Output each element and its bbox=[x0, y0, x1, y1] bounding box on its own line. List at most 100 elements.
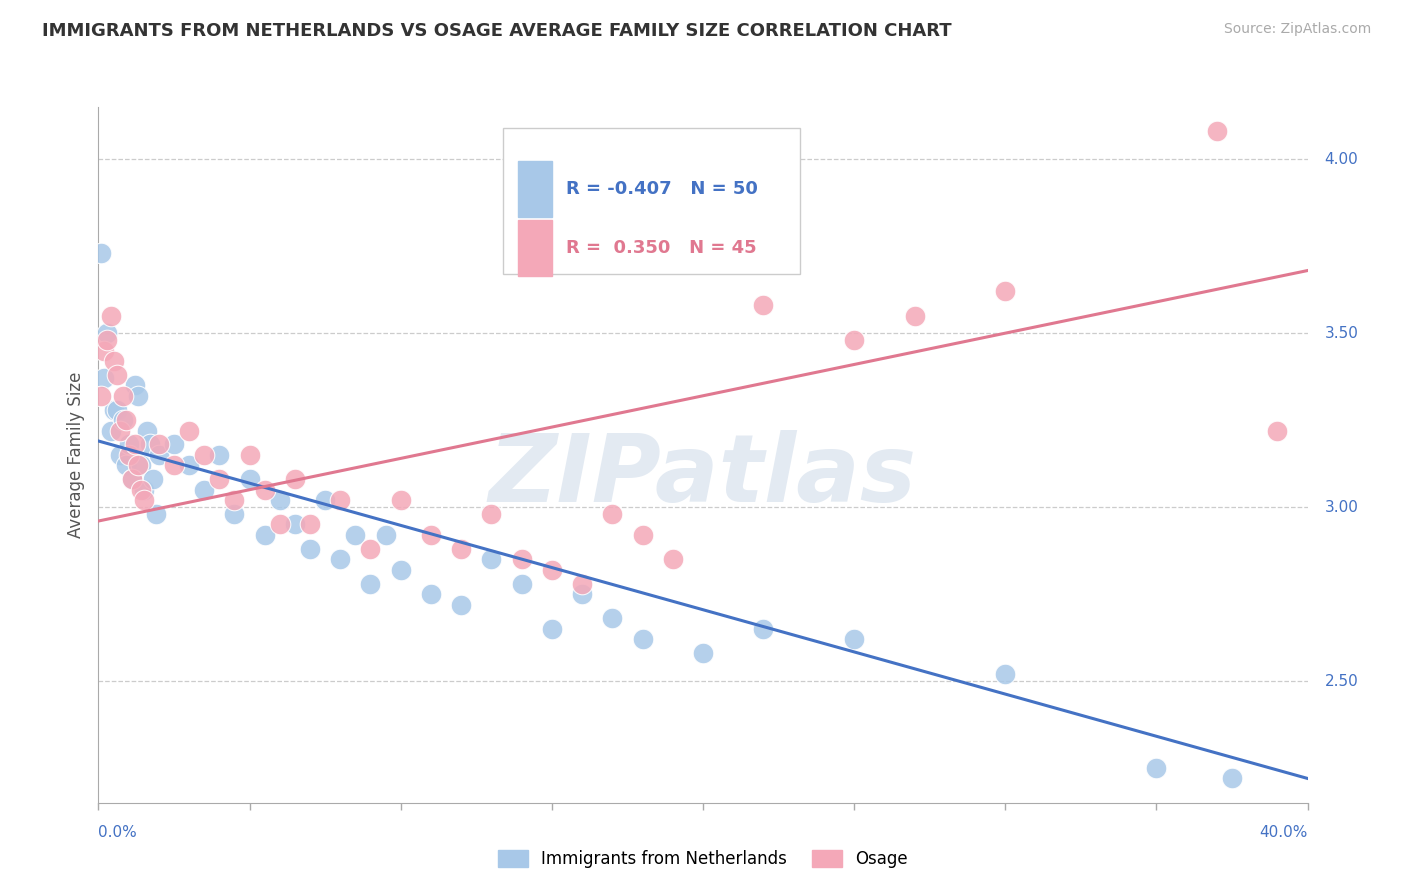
Text: 40.0%: 40.0% bbox=[1260, 825, 1308, 840]
Point bbox=[314, 493, 336, 508]
Point bbox=[1206, 124, 1229, 138]
Point bbox=[114, 458, 136, 473]
Bar bbox=[517, 220, 551, 276]
Point bbox=[121, 472, 143, 486]
Point bbox=[118, 448, 141, 462]
Point bbox=[1144, 761, 1167, 775]
Point bbox=[132, 493, 155, 508]
Point bbox=[284, 472, 307, 486]
Point bbox=[299, 517, 322, 532]
Point bbox=[108, 424, 131, 438]
Point bbox=[148, 448, 170, 462]
Point bbox=[994, 667, 1017, 681]
Point bbox=[904, 309, 927, 323]
Point bbox=[510, 576, 533, 591]
Point bbox=[1265, 424, 1288, 438]
Point bbox=[844, 333, 866, 347]
Point bbox=[481, 552, 503, 566]
Point bbox=[129, 458, 152, 473]
Point bbox=[127, 458, 149, 473]
Point bbox=[135, 424, 157, 438]
Point bbox=[631, 528, 654, 542]
Point bbox=[111, 389, 134, 403]
Point bbox=[329, 552, 352, 566]
Point bbox=[163, 458, 186, 473]
Point bbox=[450, 598, 472, 612]
Point bbox=[481, 507, 503, 521]
Point bbox=[105, 402, 128, 417]
Point bbox=[163, 437, 186, 451]
Legend: Immigrants from Netherlands, Osage: Immigrants from Netherlands, Osage bbox=[491, 843, 915, 875]
Point bbox=[224, 493, 246, 508]
Point bbox=[253, 528, 276, 542]
Point bbox=[631, 632, 654, 647]
Point bbox=[103, 402, 125, 417]
Point bbox=[100, 424, 122, 438]
Point bbox=[239, 472, 262, 486]
Y-axis label: Average Family Size: Average Family Size bbox=[67, 372, 86, 538]
Point bbox=[93, 371, 115, 385]
Point bbox=[177, 424, 201, 438]
Point bbox=[118, 437, 141, 451]
Point bbox=[108, 448, 131, 462]
Point bbox=[602, 507, 624, 521]
Point bbox=[96, 326, 118, 341]
Point bbox=[148, 437, 170, 451]
Point bbox=[269, 493, 291, 508]
Text: 0.0%: 0.0% bbox=[98, 825, 138, 840]
Point bbox=[193, 448, 215, 462]
Point bbox=[360, 541, 382, 556]
Point bbox=[1220, 772, 1243, 786]
Point bbox=[692, 646, 714, 660]
Point bbox=[177, 458, 201, 473]
Point bbox=[450, 541, 472, 556]
Point bbox=[139, 437, 162, 451]
Point bbox=[692, 250, 714, 264]
Point bbox=[96, 333, 118, 347]
Point bbox=[571, 587, 593, 601]
Point bbox=[540, 563, 562, 577]
Point bbox=[129, 483, 152, 497]
Point bbox=[239, 448, 262, 462]
Point bbox=[100, 309, 122, 323]
Point bbox=[224, 507, 246, 521]
Point bbox=[360, 576, 382, 591]
Point bbox=[389, 563, 412, 577]
Point bbox=[124, 437, 146, 451]
Point bbox=[208, 472, 231, 486]
Text: 2.50: 2.50 bbox=[1324, 673, 1358, 689]
Point bbox=[299, 541, 322, 556]
Point bbox=[105, 368, 128, 382]
Point bbox=[419, 587, 441, 601]
Point bbox=[571, 576, 593, 591]
Point bbox=[752, 622, 775, 636]
Point bbox=[510, 552, 533, 566]
Point bbox=[103, 354, 125, 368]
Point bbox=[389, 493, 412, 508]
Point bbox=[93, 343, 115, 358]
Point bbox=[284, 517, 307, 532]
Text: R =  0.350   N = 45: R = 0.350 N = 45 bbox=[567, 239, 756, 257]
Point bbox=[193, 483, 215, 497]
Point bbox=[602, 611, 624, 625]
FancyBboxPatch shape bbox=[503, 128, 800, 274]
Point bbox=[145, 507, 167, 521]
Point bbox=[994, 285, 1017, 299]
Text: 3.50: 3.50 bbox=[1324, 326, 1358, 341]
Text: Source: ZipAtlas.com: Source: ZipAtlas.com bbox=[1223, 22, 1371, 37]
Point bbox=[90, 246, 112, 260]
Text: 4.00: 4.00 bbox=[1324, 152, 1358, 167]
Point bbox=[253, 483, 276, 497]
Point bbox=[114, 413, 136, 427]
Point bbox=[124, 378, 146, 392]
Point bbox=[90, 389, 112, 403]
Text: ZIPatlas: ZIPatlas bbox=[489, 430, 917, 522]
Point bbox=[344, 528, 367, 542]
Text: R = -0.407   N = 50: R = -0.407 N = 50 bbox=[567, 180, 758, 198]
Point bbox=[752, 298, 775, 312]
Point bbox=[269, 517, 291, 532]
Point bbox=[374, 528, 396, 542]
Point bbox=[329, 493, 352, 508]
Point bbox=[208, 448, 231, 462]
Point bbox=[419, 528, 441, 542]
